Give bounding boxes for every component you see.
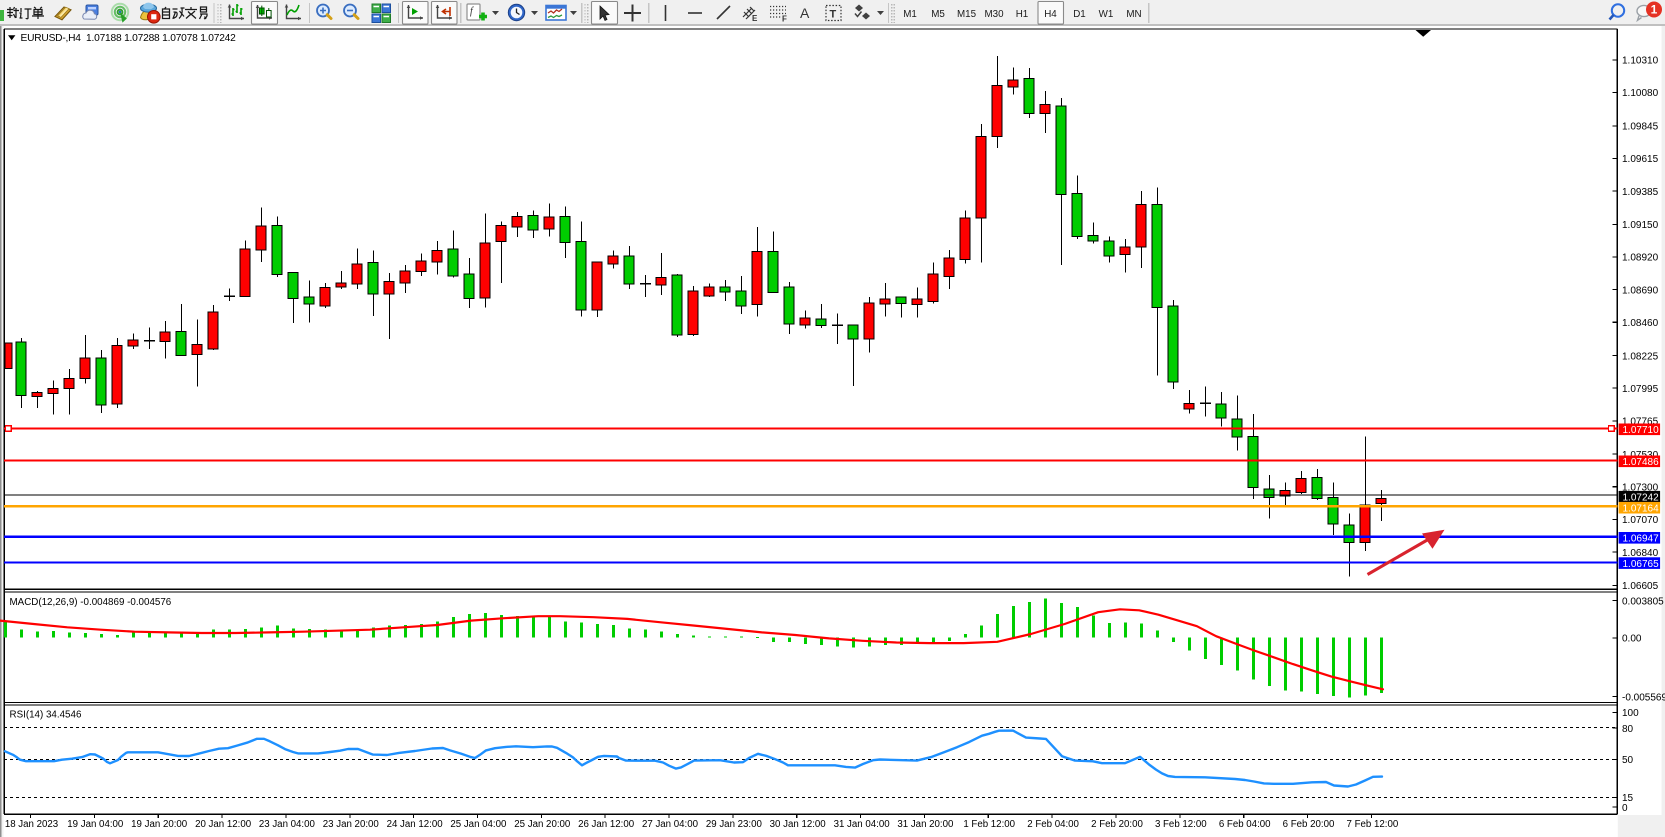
- svg-text:6 Feb 04:00: 6 Feb 04:00: [1219, 819, 1271, 830]
- svg-text:1.06947: 1.06947: [1623, 534, 1660, 545]
- svg-text:50: 50: [1622, 755, 1634, 766]
- svg-text:23 Jan 20:00: 23 Jan 20:00: [323, 819, 380, 830]
- svg-text:2 Feb 20:00: 2 Feb 20:00: [1091, 819, 1143, 830]
- svg-text:1.06765: 1.06765: [1623, 559, 1660, 570]
- svg-text:1.08920: 1.08920: [1622, 253, 1659, 264]
- svg-text:1.06605: 1.06605: [1622, 581, 1659, 592]
- svg-text:H1: H1: [1016, 9, 1029, 20]
- svg-text:6 Feb 20:00: 6 Feb 20:00: [1283, 819, 1335, 830]
- svg-text:23 Jan 04:00: 23 Jan 04:00: [259, 819, 316, 830]
- svg-text:25 Jan 04:00: 25 Jan 04:00: [450, 819, 507, 830]
- svg-text:1.08690: 1.08690: [1622, 285, 1659, 296]
- svg-text:100: 100: [1622, 708, 1639, 719]
- svg-text:1.08225: 1.08225: [1622, 351, 1659, 362]
- svg-text:0.00: 0.00: [1622, 634, 1642, 645]
- svg-text:30 Jan 12:00: 30 Jan 12:00: [770, 819, 827, 830]
- svg-text:1.07530: 1.07530: [1622, 450, 1659, 461]
- svg-text:18 Jan 2023: 18 Jan 2023: [5, 819, 58, 830]
- svg-text:1.09385: 1.09385: [1622, 187, 1659, 198]
- svg-text:19 Jan 20:00: 19 Jan 20:00: [131, 819, 188, 830]
- svg-text:29 Jan 23:00: 29 Jan 23:00: [706, 819, 763, 830]
- svg-text:M15: M15: [957, 9, 977, 20]
- svg-text:1.06840: 1.06840: [1622, 548, 1659, 559]
- svg-text:1: 1: [1651, 3, 1658, 17]
- svg-text:1.10080: 1.10080: [1622, 88, 1659, 99]
- svg-text:15: 15: [1622, 793, 1634, 804]
- svg-text:31 Jan 20:00: 31 Jan 20:00: [897, 819, 954, 830]
- svg-text:RSI(14) 34.4546: RSI(14) 34.4546: [10, 710, 82, 721]
- svg-text:H4: H4: [1044, 9, 1057, 20]
- svg-text:2 Feb 04:00: 2 Feb 04:00: [1027, 819, 1079, 830]
- svg-text:26 Jan 12:00: 26 Jan 12:00: [578, 819, 635, 830]
- svg-text:1.09150: 1.09150: [1622, 220, 1659, 231]
- svg-text:27 Jan 04:00: 27 Jan 04:00: [642, 819, 699, 830]
- svg-text:1.07995: 1.07995: [1622, 384, 1659, 395]
- svg-text:MACD(12,26,9) -0.004869 -0.004: MACD(12,26,9) -0.004869 -0.004576: [10, 597, 172, 608]
- svg-text:80: 80: [1622, 724, 1634, 735]
- svg-text:1 Feb 12:00: 1 Feb 12:00: [963, 819, 1015, 830]
- svg-text:31 Jan 04:00: 31 Jan 04:00: [834, 819, 891, 830]
- svg-text:D1: D1: [1073, 9, 1086, 20]
- svg-text:1.07242: 1.07242: [1623, 493, 1660, 504]
- svg-text:M1: M1: [903, 9, 917, 20]
- svg-text:0.003805: 0.003805: [1622, 596, 1664, 607]
- svg-text:1.07765: 1.07765: [1622, 417, 1659, 428]
- svg-text:M30: M30: [984, 9, 1004, 20]
- svg-text:1.09615: 1.09615: [1622, 154, 1659, 165]
- svg-text:1.09845: 1.09845: [1622, 122, 1659, 133]
- svg-text:E: E: [752, 14, 758, 23]
- svg-text:-0.005569: -0.005569: [1622, 692, 1665, 703]
- svg-text:24 Jan 12:00: 24 Jan 12:00: [387, 819, 444, 830]
- svg-text:1.10310: 1.10310: [1622, 56, 1659, 67]
- svg-text:0: 0: [1622, 803, 1628, 814]
- svg-text:EURUSD-,H4 1.07188 1.07288 1.: EURUSD-,H4 1.07188 1.07288 1.07078 1.072…: [21, 33, 237, 44]
- svg-text:M5: M5: [931, 9, 945, 20]
- svg-text:T: T: [830, 9, 837, 21]
- svg-text:7 Feb 12:00: 7 Feb 12:00: [1347, 819, 1399, 830]
- svg-text:3 Feb 12:00: 3 Feb 12:00: [1155, 819, 1207, 830]
- svg-text:W1: W1: [1099, 9, 1114, 20]
- svg-text:1.08460: 1.08460: [1622, 318, 1659, 329]
- svg-text:1.07070: 1.07070: [1622, 515, 1659, 526]
- svg-text:f: f: [470, 6, 474, 17]
- svg-text:MN: MN: [1126, 9, 1141, 20]
- svg-text:1.07486: 1.07486: [1623, 457, 1660, 468]
- svg-text:F: F: [782, 15, 787, 24]
- svg-text:20 Jan 12:00: 20 Jan 12:00: [195, 819, 252, 830]
- svg-text:1.07164: 1.07164: [1623, 504, 1660, 515]
- svg-text:A: A: [800, 5, 810, 21]
- svg-text:1.07300: 1.07300: [1622, 483, 1659, 494]
- svg-text:25 Jan 20:00: 25 Jan 20:00: [514, 819, 571, 830]
- svg-text:1.07710: 1.07710: [1623, 425, 1660, 436]
- svg-text:19 Jan 04:00: 19 Jan 04:00: [67, 819, 124, 830]
